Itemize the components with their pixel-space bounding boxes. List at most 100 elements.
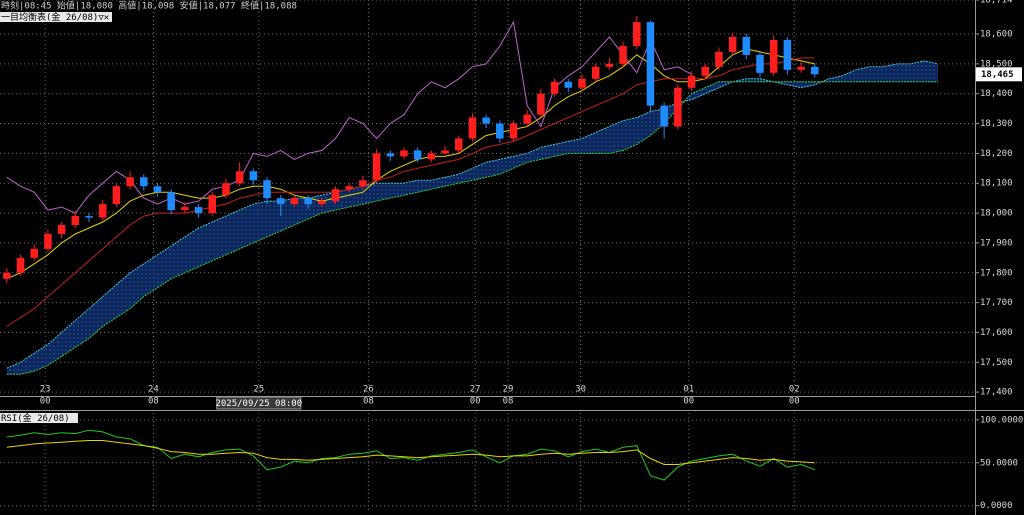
y-tick-label: 17,400 [980,388,1013,398]
indicator-line [6,20,692,214]
x-tick-label: 02 [789,385,800,395]
candle-body [3,272,11,279]
x-tick-sublabel: 00 [789,397,800,407]
price-panel: 17,400 17,500 17,600 17,700 17,800 17,900 18,0… [0,0,1022,410]
y-tick-label: 50.0000 [980,458,1018,468]
candle-body [674,87,682,127]
y-tick-label: 18,000 [980,209,1013,219]
x-tick-label: 01 [683,385,694,395]
cloud-line [6,60,939,369]
candle-body [646,22,655,106]
x-tick-sublabel: 00 [683,397,694,407]
candle-body [44,233,52,249]
y-tick-label: 100.0000 [980,415,1023,425]
cloud-fill [6,60,939,375]
candle-body [619,45,627,64]
candle-body [756,54,764,73]
candle-body [468,117,477,139]
candle-body [57,225,66,234]
candle-body [496,123,504,139]
candle-body [482,117,490,124]
candle-body [591,66,600,79]
candle-body [194,207,203,214]
candle-body [71,216,80,226]
y-tick-label: 18,600 [980,30,1013,40]
legend-label: 一目均衡表(金 26/08)▽✕ [1,11,109,23]
y-tick-label: 17,600 [980,328,1013,338]
x-tick-sublabel: 08 [503,397,514,407]
candle-body [427,153,436,160]
rsi-line [6,440,815,465]
candle-body [359,180,367,187]
rsi-line [6,429,815,481]
candle-body [811,66,819,75]
candle-body [605,63,614,67]
candle-body [564,81,573,88]
y-tick-label: 17,500 [980,358,1013,368]
candle-body [16,257,25,273]
y-tick-label: 17,700 [980,298,1013,308]
candle-body [660,105,668,127]
candle-body [222,183,230,196]
x-tick-label: 29 [503,385,514,395]
legend-box [0,12,112,22]
cursor-label: 2025/09/25 08:00 [215,399,302,409]
candle-body [140,177,148,187]
candle-body [167,192,175,211]
candle-body [386,153,395,157]
candle-body [523,114,531,124]
cloud-line [6,81,938,375]
rsi-panel: 0.0000 50.0000 100.0000 RSI(金 26/08) [0,412,1023,511]
y-tick-label: 18,400 [980,89,1013,99]
candle-body [701,66,709,76]
candle-body [98,204,107,218]
x-tick-sublabel: 08 [148,397,159,407]
y-tick-label: 17,800 [980,268,1013,278]
candle-body [550,81,559,94]
x-tick-label: 25 [253,385,264,395]
candle-body [276,198,285,205]
y-tick-label: 18,200 [980,149,1013,159]
candle-body [85,216,93,218]
candle-body [263,180,271,199]
candle-body [742,37,751,55]
x-tick-sublabel: 08 [363,397,374,407]
info-header: 時刻|08:45 始値|18,080 高値|18,098 安値|18,077 終… [1,0,297,12]
candle-body [441,150,449,154]
candle-body [331,189,340,202]
candle-body [208,195,217,214]
y-tick-label: 18,714 [980,0,1013,6]
candle-body [290,198,299,205]
legend-label: RSI(金 26/08) [1,412,70,424]
x-tick-sublabel: 00 [470,397,481,407]
candle-body [578,78,586,88]
x-tick-label: 26 [363,385,374,395]
legend-box [0,413,78,423]
last-price-box [976,67,1022,82]
candle-body [454,138,463,151]
candle-body [30,248,39,258]
candle-body [126,177,134,187]
candle-body [413,150,422,160]
y-tick-label: 0.0000 [980,501,1013,511]
candle-body [249,171,258,181]
candle-body [181,207,189,211]
candle-body [537,93,545,115]
candle-body [715,51,723,67]
x-tick-label: 27 [470,385,481,395]
candle-body [345,186,353,190]
candle-body [235,171,244,184]
x-tick-label: 23 [40,385,51,395]
candle-body [687,75,696,88]
candle-body [304,198,312,205]
candle-body [112,186,121,205]
candle-body [509,123,518,139]
x-tick-label: 30 [575,385,586,395]
y-tick-label: 18,300 [980,119,1013,129]
indicator-line [6,57,815,327]
candle-body [372,153,381,181]
candle-body [728,37,737,52]
y-tick-label: 17,900 [980,238,1013,248]
y-tick-label: 18,500 [980,59,1013,69]
